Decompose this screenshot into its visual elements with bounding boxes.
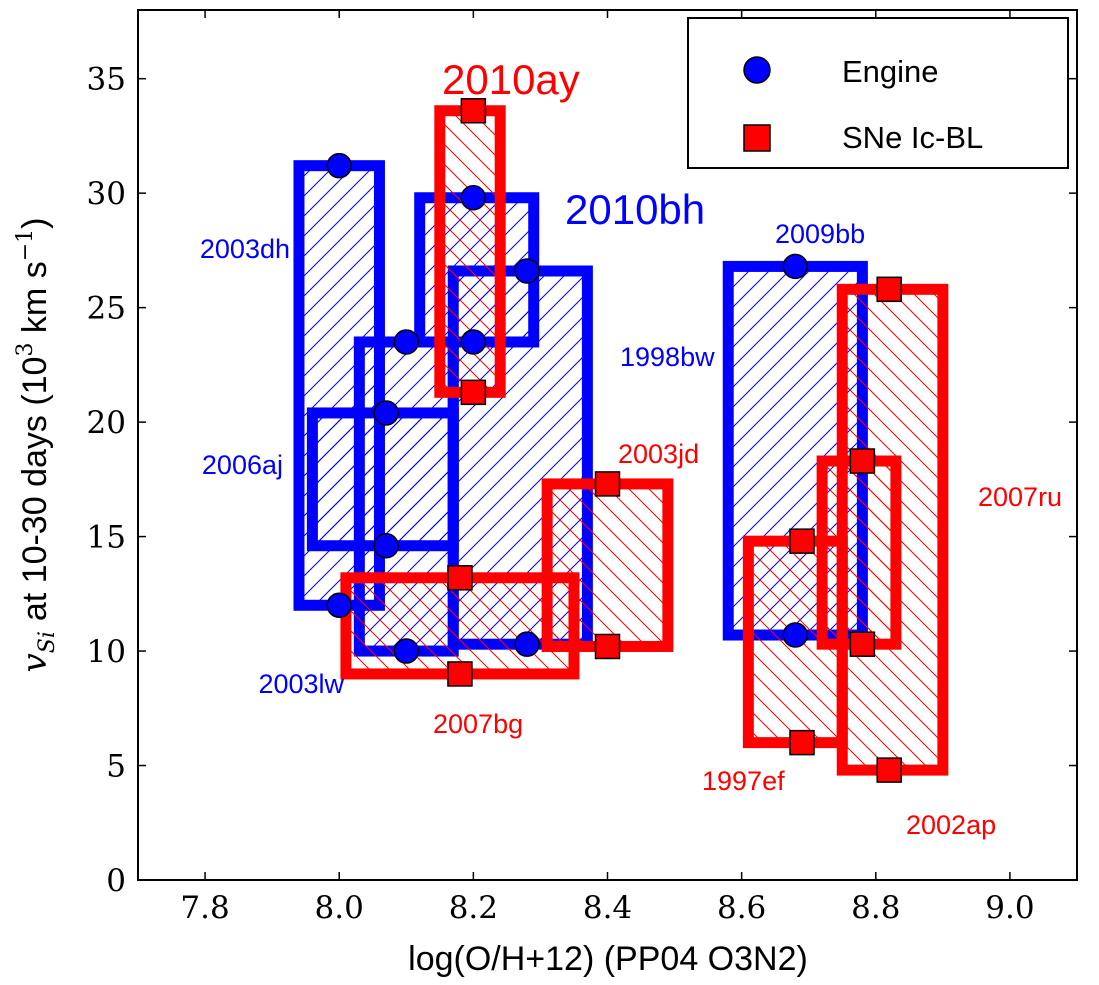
y-tick-label: 10 [87, 634, 126, 670]
axis-ticks: 7.8 8.0 8.2 8.4 8.6 8.8 9.0 0 5 10 15 20 25 30 35 [87, 10, 1077, 926]
sn-box-2007bg [340, 572, 580, 680]
y-tick-label: 5 [106, 749, 126, 785]
sn-label-1998bw: 1998bw [620, 342, 715, 372]
x-tick-label: 8.6 [717, 890, 766, 926]
sn-point-2002ap-high [876, 276, 902, 303]
y-tick-label: 0 [106, 863, 126, 899]
y-tick-label: 30 [87, 176, 126, 212]
y-axis-variable-sub: Si [35, 631, 60, 653]
sn-label-2002ap: 2002ap [906, 810, 996, 840]
x-tick-label: 8.0 [315, 890, 364, 926]
y-axis-exp: 3 [13, 343, 38, 357]
sn-range-2007bg [340, 572, 580, 680]
sn-point-2010bh-low [460, 329, 487, 355]
y-axis-units-exp: −1 [13, 229, 38, 261]
sn-point-1997ef-high [789, 528, 815, 554]
sn-point-2010bh-high [460, 184, 487, 211]
sn-labels: 2003dh 2006aj 2003lw 2010bh 1998bw 2009bb 2010… [200, 56, 1062, 840]
y-axis-title-units: km s [16, 261, 54, 342]
x-tick-label: 8.4 [583, 890, 632, 926]
sn-label-2006aj: 2006aj [202, 450, 283, 480]
sn-point-2010ay-high [460, 97, 487, 124]
sn-box-2002ap [836, 283, 949, 776]
sn-point-2002ap-low [876, 757, 902, 783]
sn-label-2007bg: 2007bg [433, 709, 523, 739]
sn-point-2007ru-high [849, 448, 876, 474]
sn-point-2003dh-low [326, 592, 352, 619]
sn-point-2003jd-low [594, 633, 621, 660]
y-axis-title-text: at 10-30 days (10 [16, 357, 54, 622]
sn-range-2003jd [541, 478, 674, 652]
sn-label-2007ru: 2007ru [978, 482, 1062, 512]
sn-range-2002ap [836, 283, 949, 776]
sn-point-2006aj-low [373, 532, 399, 559]
legend: Engine SNe Ic-BL [687, 17, 1069, 169]
legend-engine-marker [743, 56, 771, 84]
legend-icbl-marker [743, 124, 771, 152]
sn-point-2006aj-high [373, 400, 399, 426]
markers-layer [326, 97, 902, 783]
sn-label-2010ay: 2010ay [442, 56, 580, 103]
sn-point-2003jd-high [594, 471, 621, 497]
sn-label-2009bb: 2009bb [775, 219, 865, 249]
sn-point-1998bw-high [514, 258, 540, 284]
y-axis-title: vSi at 10-30 days (103 km s−1) [13, 218, 60, 673]
x-tick-label: 8.2 [449, 890, 498, 926]
sn-point-2010ay-low [460, 379, 487, 406]
sn-box-2003jd [541, 478, 674, 652]
sn-label-2010bh: 2010bh [565, 186, 705, 233]
sn-point-2009bb-low [782, 622, 809, 648]
y-axis-variable: v [15, 653, 55, 672]
sn-point-2003lw-high [393, 329, 420, 355]
x-tick-label: 7.8 [180, 890, 229, 926]
sn-point-2007ru-low [849, 631, 876, 657]
y-tick-label: 25 [87, 291, 126, 327]
sn-point-2003dh-high [326, 152, 352, 179]
sn-label-2003jd: 2003jd [618, 439, 699, 469]
legend-engine-label: Engine [842, 54, 939, 89]
sn-label-1997ef: 1997ef [702, 766, 785, 796]
x-tick-label: 9.0 [985, 890, 1034, 926]
sn-point-1998bw-low [514, 631, 540, 657]
sn-point-2003lw-low [393, 638, 420, 664]
y-axis-title-close: ) [16, 218, 54, 229]
sn-point-2009bb-high [782, 253, 809, 280]
y-tick-label: 20 [87, 405, 126, 441]
sn-label-2003dh: 2003dh [200, 234, 290, 264]
sn-point-2007bg-low [447, 661, 473, 687]
y-tick-label: 35 [87, 62, 126, 98]
x-tick-label: 8.8 [851, 890, 900, 926]
sn-label-2003lw: 2003lw [258, 669, 344, 699]
y-tick-label: 15 [87, 520, 126, 556]
legend-icbl-label: SNe Ic-BL [842, 120, 983, 155]
sn-point-1997ef-low [789, 729, 815, 756]
x-axis-title: log(O/H+12) (PP04 O3N2) [408, 940, 808, 978]
sn-point-2007bg-high [447, 565, 473, 591]
